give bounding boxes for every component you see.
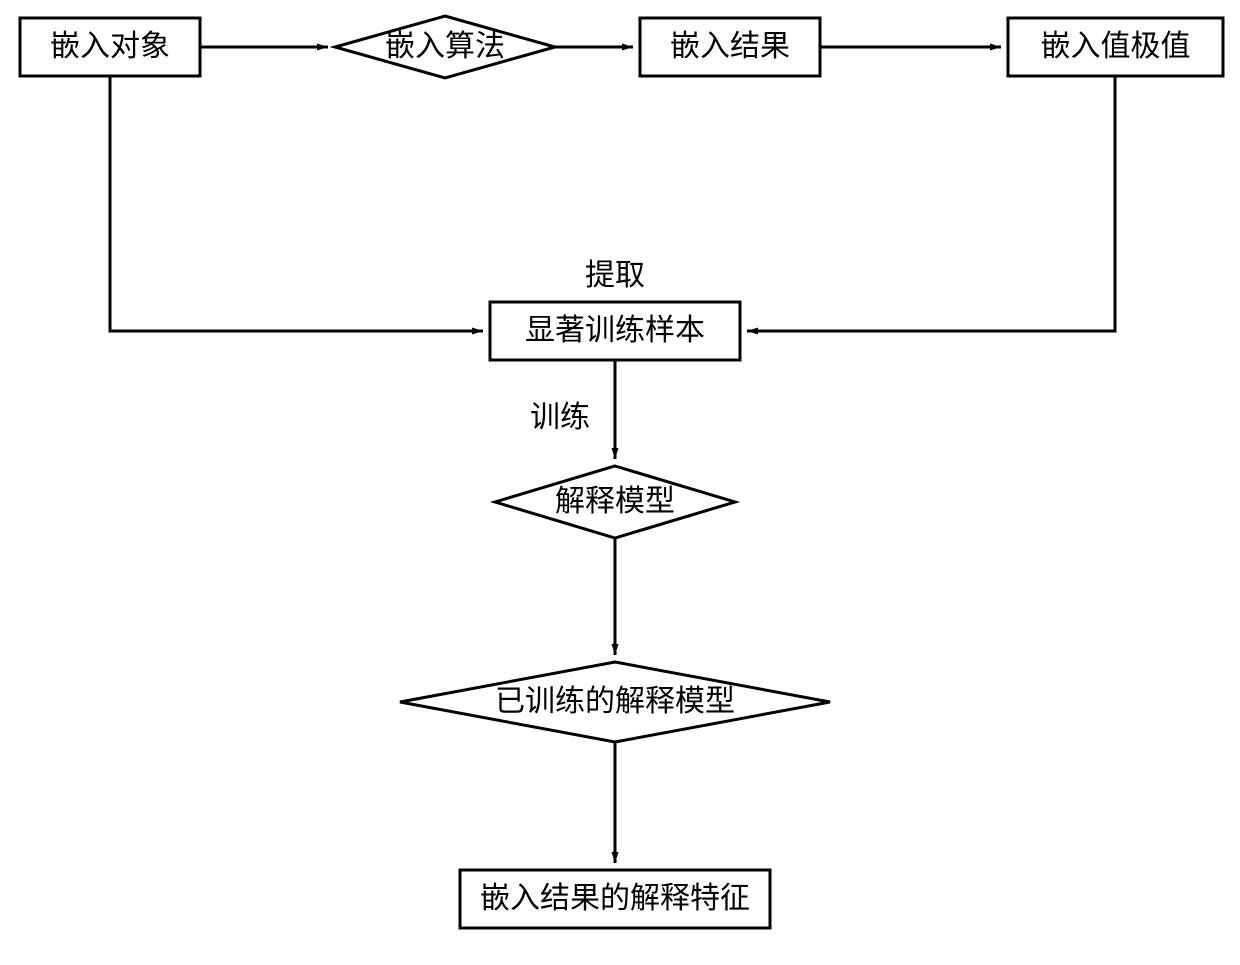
node-n3: 嵌入结果 (640, 18, 820, 76)
node-n6: 解释模型 (495, 466, 735, 538)
edge-label-0: 提取 (585, 259, 645, 292)
node-n8: 嵌入结果的解释特征 (460, 870, 770, 928)
node-n8-label: 嵌入结果的解释特征 (480, 882, 750, 915)
edge-label-1: 训练 (530, 401, 590, 434)
node-n2: 嵌入算法 (335, 16, 555, 78)
node-n1-label: 嵌入对象 (50, 30, 170, 63)
node-n1: 嵌入对象 (20, 18, 200, 76)
edge-n1-n5 (110, 76, 483, 331)
node-n2-label: 嵌入算法 (385, 30, 505, 63)
node-n5-label: 显著训练样本 (525, 314, 705, 347)
node-n4-label: 嵌入值极值 (1041, 30, 1191, 63)
node-n5: 显著训练样本 (490, 302, 740, 360)
node-n6-label: 解释模型 (555, 485, 675, 518)
node-n7: 已训练的解释模型 (400, 662, 830, 742)
node-n4: 嵌入值极值 (1008, 18, 1223, 76)
node-n7-label: 已训练的解释模型 (495, 685, 735, 718)
edge-n4-n5 (747, 76, 1115, 331)
node-n3-label: 嵌入结果 (670, 30, 790, 63)
